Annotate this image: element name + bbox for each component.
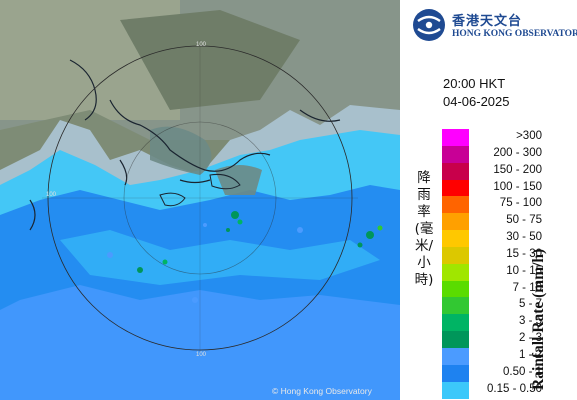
legend-label: 3 - 5 <box>518 315 542 328</box>
legend-label: 10 - 15 <box>506 264 542 277</box>
legend-row: 50 - 75 <box>442 213 572 231</box>
legend-label: 150 - 200 <box>493 163 542 176</box>
legend-row: 2 - 3 <box>442 331 572 348</box>
legend-swatch <box>442 297 469 315</box>
timestamp-date: 04-06-2025 <box>443 94 510 109</box>
hko-logo-icon <box>413 9 445 41</box>
range-ring-outer <box>47 45 353 351</box>
legend-label: 2 - 3 <box>518 332 542 345</box>
logo-name-en: HONG KONG OBSERVATORY <box>452 29 577 39</box>
legend-swatch <box>442 196 469 214</box>
legend-row: 0.50 - 1 <box>442 364 572 382</box>
legend-label: 15 - 30 <box>506 247 542 260</box>
legend-row: 7 - 10 <box>442 280 572 298</box>
legend-label: 50 - 75 <box>506 214 542 227</box>
legend-label: >300 <box>516 130 542 142</box>
legend-panel: 香港天文台 HONG KONG OBSERVATORY 20:00 HKT 04… <box>400 0 577 400</box>
logo-name-cn: 香港天文台 <box>452 14 523 29</box>
radar-map: 100 100 100 <box>0 0 400 400</box>
legend-swatch <box>442 246 469 264</box>
legend-row: 3 - 5 <box>442 314 572 332</box>
legend-swatch <box>442 263 469 281</box>
legend-row: >300 <box>442 129 572 146</box>
range-ring-inner <box>123 121 277 275</box>
legend-title-cn: 降雨率(毫米/小時) <box>414 170 434 288</box>
timestamp-time: 20:00 HKT <box>443 76 506 91</box>
legend-swatch <box>442 230 469 247</box>
legend-label: 100 - 150 <box>493 180 542 193</box>
legend-label: 30 - 50 <box>506 231 542 244</box>
range-label-top: 100 <box>196 42 207 48</box>
legend-label: 75 - 100 <box>499 197 542 210</box>
legend-label: 200 - 300 <box>493 146 542 159</box>
legend-row: 5 - 7 <box>442 297 572 315</box>
legend-swatch <box>442 213 469 231</box>
legend-row: 0.15 - 0.50 <box>442 381 572 399</box>
legend-swatch <box>442 162 469 180</box>
legend-swatch <box>442 145 469 163</box>
legend-swatch <box>442 179 469 197</box>
legend-swatch <box>442 364 469 382</box>
legend-label: 1 - 2 <box>518 348 542 361</box>
legend-row: 200 - 300 <box>442 145 572 163</box>
legend-label: 0.15 - 0.50 <box>487 382 542 395</box>
legend-row: 150 - 200 <box>442 162 572 180</box>
map-copyright: © Hong Kong Observatory <box>272 386 372 396</box>
legend-row: 10 - 15 <box>442 263 572 281</box>
legend-row: 1 - 2 <box>442 347 572 365</box>
legend-row: 15 - 30 <box>442 246 572 264</box>
legend-title-en: Rainfall Rate (mm/h) <box>530 248 547 390</box>
legend-swatch <box>442 331 469 348</box>
coastline <box>29 59 341 231</box>
legend-swatch <box>442 280 469 298</box>
range-label-left: 100 <box>46 192 57 198</box>
legend-row: 75 - 100 <box>442 196 572 214</box>
hko-logo: 香港天文台 HONG KONG OBSERVATORY <box>412 8 577 44</box>
legend-swatch <box>442 347 469 365</box>
legend-swatch <box>442 129 469 146</box>
legend-label: 7 - 10 <box>512 281 542 294</box>
legend-row: 100 - 150 <box>442 179 572 197</box>
legend-swatch <box>442 314 469 332</box>
range-label-bottom: 100 <box>196 352 207 358</box>
legend-label: 5 - 7 <box>518 298 542 311</box>
rainfall-legend: >300 200 - 300 150 - 200 100 - 150 75 - 100 5… <box>442 129 572 399</box>
legend-row: 30 - 50 <box>442 230 572 247</box>
legend-swatch <box>442 381 469 399</box>
legend-label: 0.50 - 1 <box>503 365 542 378</box>
